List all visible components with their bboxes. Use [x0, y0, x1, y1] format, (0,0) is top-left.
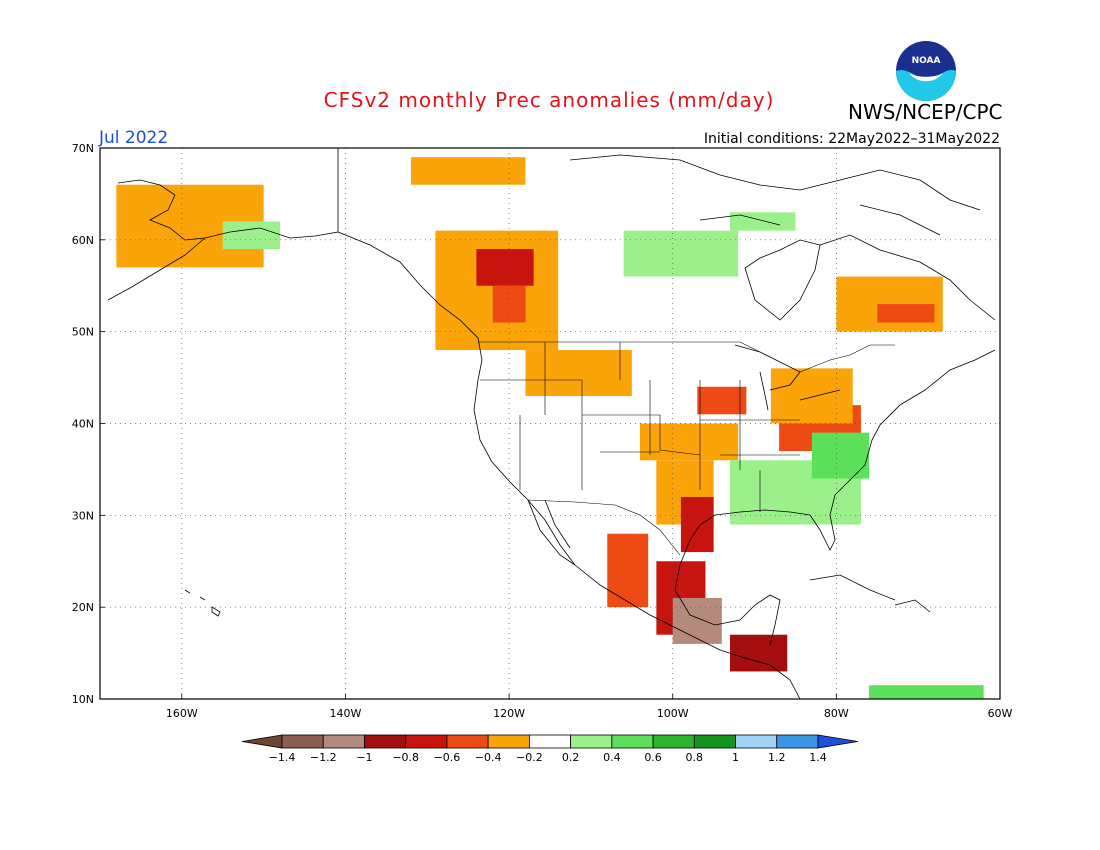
anomaly-region-northern-plains [525, 350, 632, 396]
lon-tick-label: 120W [493, 707, 525, 720]
lat-tick-label: 30N [72, 509, 94, 522]
anomaly-region-carolinas [811, 432, 870, 479]
colorbar-label: 1 [732, 751, 739, 764]
colorbar-label: −0.4 [475, 751, 502, 764]
colorbar-low-arrow [241, 734, 283, 749]
anomaly-region-alberta-core [492, 285, 526, 323]
anomaly-cells [116, 157, 984, 699]
arctic-islands-coast [569, 154, 981, 236]
colorbar-box [735, 734, 778, 749]
anomaly-region-caribbean-south [869, 685, 984, 699]
graticule [100, 148, 1000, 699]
hudson-bay-coast [744, 239, 821, 321]
noaa-logo-text: NOAA [912, 56, 941, 66]
baja-coast [527, 499, 576, 566]
colorbar-high-arrow [817, 734, 859, 749]
longitude-labels: 160W 140W 120W 100W 80W 60W [166, 694, 1013, 720]
anomaly-region-mexico-south [672, 597, 722, 644]
colorbar-box [364, 734, 407, 749]
anomaly-region-bc-core [476, 249, 534, 286]
lat-tick-label: 50N [72, 326, 94, 339]
anomaly-region-mexico-west [607, 533, 649, 608]
anomaly-region-alaska-interior [222, 221, 280, 250]
lon-tick-label: 60W [988, 707, 1013, 720]
initial-conditions: Initial conditions: 22May2022–31May2022 [703, 131, 1000, 147]
hawaii-coast [184, 589, 221, 617]
colorbar-label: 0.8 [686, 751, 704, 764]
state-borders [480, 342, 800, 512]
colorbar-box [487, 734, 530, 749]
anomaly-region-central-america [730, 634, 788, 672]
lon-tick-label: 140W [330, 707, 362, 720]
colorbar-label: 1.4 [809, 751, 827, 764]
lat-tick-label: 10N [72, 693, 94, 706]
anomaly-region-upper-midwest [697, 386, 747, 415]
cuba-coast [809, 574, 896, 601]
alaska-peninsula-coast [107, 237, 206, 301]
hispaniola-coast [894, 599, 931, 613]
colorbar-label: −1.4 [269, 751, 296, 764]
agency-label: NWS/NCEP/CPC [848, 100, 1003, 124]
us-canada-border [478, 341, 895, 373]
colorbar-box [776, 734, 819, 749]
lat-tick-label: 60N [72, 234, 94, 247]
yucatan-coast [674, 564, 781, 646]
colorbar-label: −0.8 [392, 751, 419, 764]
anomaly-region-central-plains [640, 423, 739, 461]
lon-tick-label: 160W [166, 707, 198, 720]
colorbar-label: 0.6 [644, 751, 662, 764]
labrador-coast [819, 234, 996, 321]
colorbar-label: 1.2 [768, 751, 786, 764]
colorbar-box [528, 734, 572, 749]
lat-tick-label: 40N [72, 418, 94, 431]
colorbar-label: 0.4 [603, 751, 621, 764]
colorbar-box [611, 734, 654, 749]
anomaly-region-quebec-core [877, 304, 935, 323]
great-lakes-coast [734, 344, 841, 411]
anomaly-region-alaska-north [410, 157, 526, 185]
colorbar-box [322, 734, 365, 749]
anomaly-region-texas-coast [680, 496, 714, 553]
atlantic-coast [864, 349, 996, 466]
map-title: CFSv2 monthly Prec anomalies (mm/day) [323, 88, 775, 112]
noaa-logo: NOAA [896, 41, 956, 101]
colorbar-label: −0.2 [516, 751, 543, 764]
colorbar-box [281, 734, 324, 749]
lon-tick-label: 80W [824, 707, 849, 720]
colorbar-box [652, 734, 695, 749]
colorbar-label: −0.6 [434, 751, 461, 764]
lat-tick-label: 70N [72, 142, 94, 155]
lat-tick-label: 20N [72, 601, 94, 614]
colorbar-label: −1.2 [310, 751, 337, 764]
colorbar-label: 0.2 [562, 751, 580, 764]
latitude-labels: 70N 60N 50N 40N 30N 20N 10N [72, 142, 105, 706]
colorbar-box [446, 734, 489, 749]
anomaly-region-great-lakes [770, 368, 853, 424]
us-mexico-border [527, 499, 681, 556]
forecast-period: Jul 2022 [99, 128, 169, 148]
colorbar-box [570, 734, 613, 749]
lon-tick-label: 100W [657, 707, 689, 720]
colorbar: −1.4 −1.2 −1 −0.8 −0.6 −0.4 −0.2 0.2 0.4 0.6 0.8 1 1… [241, 734, 859, 764]
anomaly-region-nw-territories [623, 230, 739, 277]
colorbar-box [405, 734, 448, 749]
colorbar-label: −1 [356, 751, 372, 764]
colorbar-box [693, 734, 736, 749]
political-borders [478, 341, 895, 556]
